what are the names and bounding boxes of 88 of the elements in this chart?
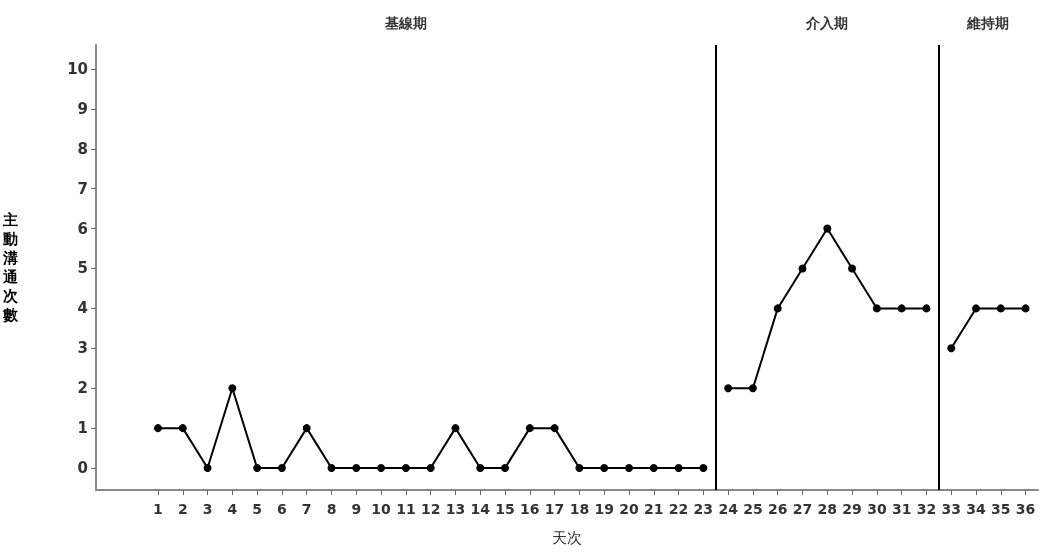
point: [773, 304, 782, 313]
y-tick-label: 5: [77, 259, 88, 278]
x-tick-label: 32: [916, 501, 937, 517]
y-tick-label: 8: [77, 139, 88, 158]
x-tick-label: 29: [842, 501, 862, 517]
y-tick-label: 3: [77, 339, 88, 358]
x-tick-label: 4: [227, 501, 238, 517]
x-tick-label: 28: [817, 501, 838, 517]
x-tick-label: 22: [668, 501, 689, 517]
x-axis-title: 天次: [552, 528, 582, 547]
x-tick-label: 24: [718, 501, 739, 517]
point: [203, 464, 212, 473]
x-tick-label: 26: [767, 501, 788, 517]
x-tick-label: 36: [1015, 501, 1036, 517]
x-tick-label: 18: [569, 501, 590, 517]
point: [277, 464, 286, 473]
point: [550, 424, 559, 433]
point: [228, 384, 237, 393]
y-tick-label: 0: [77, 459, 88, 478]
x-tick-label: 16: [520, 501, 540, 517]
text: 基線期: [383, 15, 427, 31]
point: [476, 464, 485, 473]
point: [401, 464, 410, 473]
point: [996, 304, 1005, 313]
point: [872, 304, 881, 313]
x-tick-label: 5: [252, 501, 263, 517]
x-tick-label: 1: [153, 501, 163, 517]
x-tick-label: 33: [941, 501, 961, 517]
x-tick-label: 15: [495, 501, 515, 517]
y-tick-label: 6: [77, 219, 88, 238]
point: [724, 384, 733, 393]
x-tick-label: 9: [351, 501, 362, 517]
x-tick-label: 23: [693, 501, 714, 517]
y-tick-label: 1: [77, 419, 88, 438]
point: [525, 424, 534, 433]
y-axis-title: 主動溝通次數: [2, 211, 19, 324]
y-tick-label: 10: [67, 59, 88, 78]
x-tick-label: 30: [867, 501, 887, 517]
point: [699, 464, 708, 473]
x-tick-label: 10: [371, 501, 392, 517]
point: [947, 344, 956, 353]
x-tick-label: 12: [420, 501, 441, 517]
point: [302, 424, 311, 433]
x-tick-label: 34: [966, 501, 987, 517]
text: 維持期: [966, 15, 1010, 31]
point: [327, 464, 336, 473]
point: [575, 464, 584, 473]
x-tick-label: 2: [177, 501, 188, 517]
point: [848, 264, 857, 273]
x-tick-label: 11: [396, 501, 416, 517]
x-tick-label: 19: [594, 501, 614, 517]
point: [153, 424, 162, 433]
point: [798, 264, 807, 273]
point: [748, 384, 757, 393]
x-tick-label: 27: [792, 501, 813, 517]
point: [922, 304, 931, 313]
x-tick-label: 7: [301, 501, 312, 517]
point: [674, 464, 683, 473]
point: [501, 464, 510, 473]
point: [649, 464, 658, 473]
x-tick-label: 31: [891, 501, 912, 517]
x-tick-label: 25: [743, 501, 763, 517]
point: [600, 464, 609, 473]
x-tick-label: 20: [619, 501, 639, 517]
y-tick-label: 9: [77, 99, 88, 118]
x-tick-label: 14: [470, 501, 491, 517]
point: [253, 464, 262, 473]
x-tick-label: 35: [991, 501, 1011, 517]
point: [624, 464, 633, 473]
y-tick-label: 7: [77, 179, 88, 198]
point: [352, 464, 361, 473]
x-tick-label: 8: [326, 501, 337, 517]
text: 介入期: [805, 15, 849, 31]
point: [426, 464, 435, 473]
point: [823, 224, 832, 233]
y-tick-label: 2: [77, 379, 88, 398]
point: [1021, 304, 1030, 313]
x-tick-label: 3: [202, 501, 213, 517]
point: [451, 424, 460, 433]
point: [897, 304, 906, 313]
x-tick-label: 6: [277, 501, 287, 517]
point: [972, 304, 981, 313]
x-tick-label: 21: [644, 501, 664, 517]
y-tick-label: 4: [77, 299, 88, 318]
x-tick-label: 17: [544, 501, 565, 517]
x-tick-label: 13: [445, 501, 466, 517]
point: [377, 464, 386, 473]
point: [178, 424, 187, 433]
